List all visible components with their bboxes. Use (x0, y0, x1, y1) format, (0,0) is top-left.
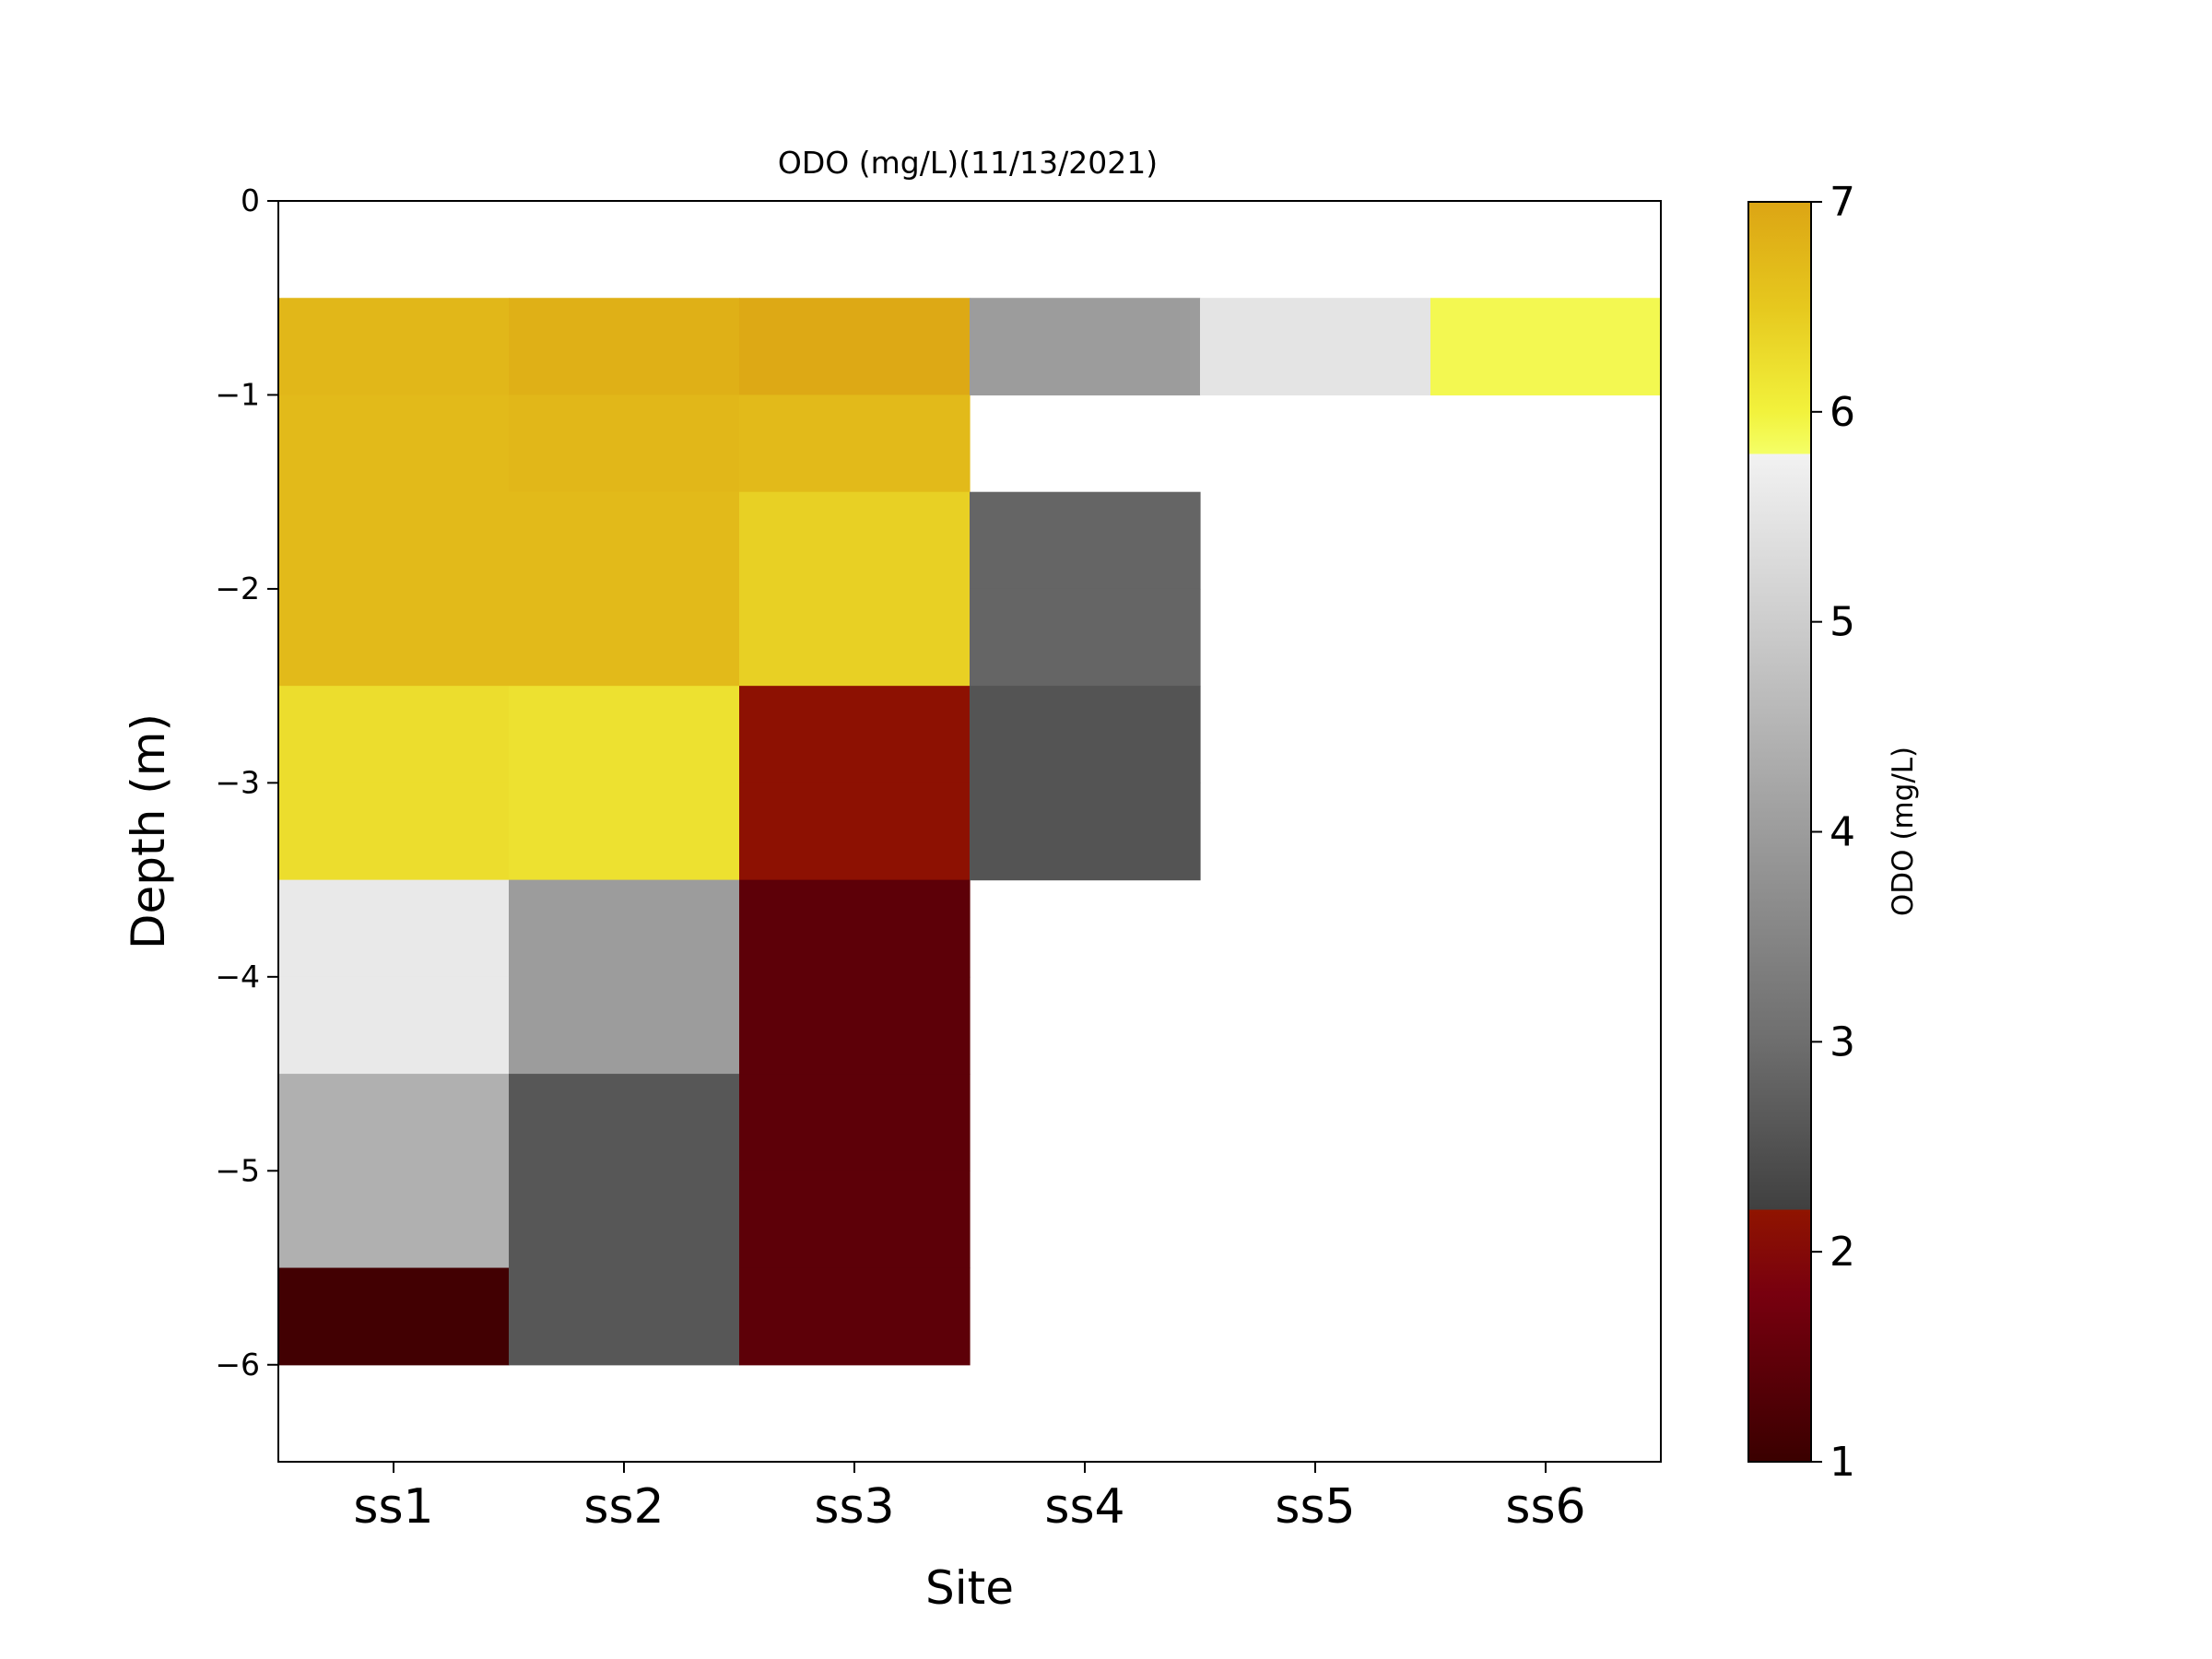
colorbar-tick-label: 1 (1830, 1439, 1855, 1486)
heatmap-cell-ss3 (739, 491, 971, 590)
colorbar-ticks: 1 2 3 4 5 6 7 (1811, 179, 1855, 1486)
y-tick-label: −1 (215, 376, 260, 412)
heatmap-cell-ss3 (739, 1074, 971, 1171)
x-tick-label: ss2 (583, 1479, 664, 1535)
heatmap-cell-ss4 (970, 491, 1201, 590)
heatmap-cell-ss2 (509, 976, 740, 1075)
y-axis-ticks: 0 −1 −2 −3 −4 −5 −6 (215, 182, 278, 1382)
colorbar-tick-label: 5 (1830, 599, 1855, 646)
colorbar (1748, 202, 1811, 1462)
heatmap-cell-ss1 (278, 1267, 510, 1366)
y-tick-label: −3 (215, 764, 260, 800)
chart-title: ODO (mg/L)(11/13/2021) (778, 145, 1158, 181)
heatmap-cell-ss2 (509, 588, 740, 687)
heatmap-cell-ss4 (970, 588, 1201, 687)
y-tick-label: −6 (215, 1347, 260, 1382)
heatmap-cells (278, 298, 1662, 1366)
colorbar-tick-label: 7 (1830, 179, 1855, 226)
heatmap-cell-ss3 (739, 686, 971, 783)
heatmap-cell-ss3 (739, 1171, 971, 1269)
colorbar-tick-label: 3 (1830, 1018, 1855, 1065)
heatmap-cell-ss3 (739, 1267, 971, 1366)
heatmap-cell-ss4 (970, 782, 1201, 881)
heatmap-cell-ss6 (1430, 298, 1662, 396)
heatmap-cell-ss1 (278, 588, 510, 687)
x-tick-label: ss4 (1044, 1479, 1124, 1535)
x-tick-label: ss5 (1275, 1479, 1355, 1535)
heatmap-cell-ss1 (278, 1074, 510, 1171)
heatmap-cell-ss1 (278, 298, 510, 396)
heatmap-cell-ss2 (509, 394, 740, 493)
heatmap-cell-ss3 (739, 588, 971, 687)
heatmap-cell-ss2 (509, 491, 740, 590)
heatmap-cell-ss2 (509, 782, 740, 881)
heatmap-cell-ss1 (278, 976, 510, 1075)
y-axis-label: Depth (m) (122, 713, 175, 949)
heatmap-cell-ss3 (739, 298, 971, 396)
heatmap-cell-ss1 (278, 782, 510, 881)
heatmap-cell-ss1 (278, 491, 510, 590)
heatmap-cell-ss2 (509, 1171, 740, 1269)
heatmap-cell-ss2 (509, 1267, 740, 1366)
heatmap-cell-ss1 (278, 686, 510, 783)
colorbar-tick-label: 2 (1830, 1229, 1855, 1276)
y-tick-label: −2 (215, 571, 260, 606)
heatmap-cell-ss3 (739, 394, 971, 493)
y-tick-label: −5 (215, 1152, 260, 1188)
heatmap-cell-ss3 (739, 782, 971, 881)
plot-frame (277, 200, 1662, 1463)
heatmap-cell-ss4 (970, 298, 1201, 396)
x-axis-ticks: ss1 ss2 ss3 ss4 ss5 ss6 (353, 1462, 1586, 1535)
x-tick-label: ss1 (353, 1479, 433, 1535)
heatmap-cell-ss1 (278, 1171, 510, 1269)
heatmap-cell-ss3 (739, 879, 971, 978)
y-tick-label: 0 (241, 182, 260, 218)
heatmap-cell-ss1 (278, 394, 510, 493)
x-axis-label: Site (925, 1561, 1014, 1615)
heatmap-cell-ss4 (970, 686, 1201, 783)
heatmap-cell-ss2 (509, 1074, 740, 1171)
x-tick-label: ss6 (1505, 1479, 1585, 1535)
heatmap-cell-ss3 (739, 976, 971, 1075)
heatmap-cell-ss2 (509, 686, 740, 783)
heatmap-cell-ss1 (278, 879, 510, 978)
heatmap-cell-ss2 (509, 298, 740, 396)
heatmap-cell-ss5 (1200, 298, 1431, 396)
colorbar-label: ODO (mg/L) (1887, 747, 1920, 916)
colorbar-tick-label: 6 (1830, 389, 1855, 436)
heatmap-cell-ss2 (509, 879, 740, 978)
y-tick-label: −4 (215, 959, 260, 994)
colorbar-tick-label: 4 (1830, 809, 1855, 856)
x-tick-label: ss3 (814, 1479, 894, 1535)
